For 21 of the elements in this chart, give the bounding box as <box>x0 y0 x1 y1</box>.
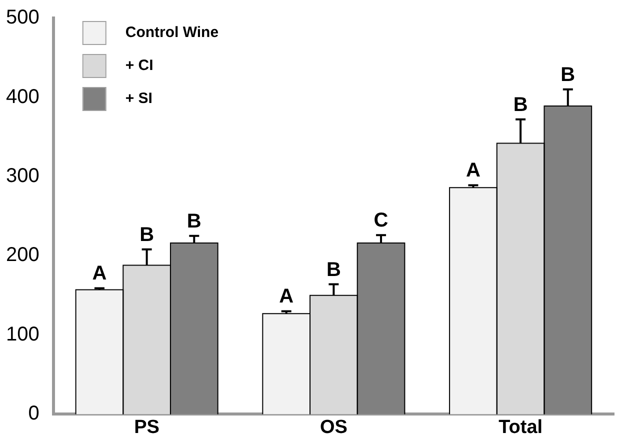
legend-label: + CI <box>125 57 154 74</box>
y-tick-label: 200 <box>6 244 40 266</box>
x-tick-label: PS <box>134 416 160 438</box>
y-tick-label: 500 <box>6 6 40 29</box>
y-tick-label: 300 <box>6 164 40 187</box>
data-label: A <box>279 286 294 308</box>
data-label: B <box>560 64 576 86</box>
legend-label: Control Wine <box>125 24 219 42</box>
x-tick-label: Total <box>498 416 543 438</box>
data-label: B <box>513 94 528 116</box>
data-label: B <box>140 224 154 246</box>
y-tick-label: 0 <box>28 402 40 425</box>
x-tick-label: OS <box>320 416 348 438</box>
legend-label: + SI <box>125 90 152 108</box>
y-tick-label: 100 <box>6 323 40 346</box>
data-label: A <box>92 262 107 285</box>
data-label: B <box>186 210 202 232</box>
data-label: C <box>374 210 388 232</box>
data-label: A <box>466 160 480 182</box>
data-label: B <box>326 258 341 281</box>
y-tick-label: 400 <box>6 86 40 108</box>
